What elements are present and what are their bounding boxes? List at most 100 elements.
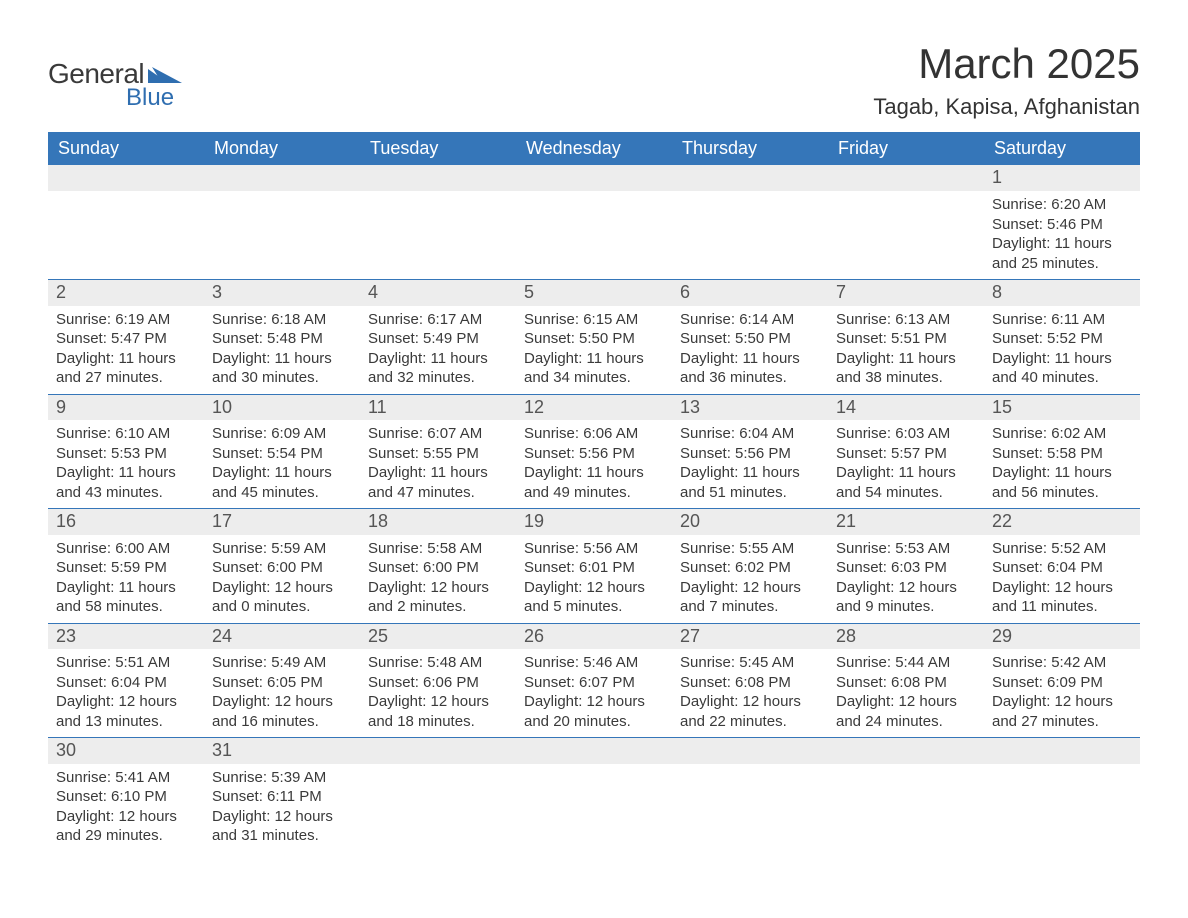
daylight-line-1: Daylight: 12 hours [368, 578, 508, 598]
daylight-line-1: Daylight: 11 hours [836, 463, 976, 483]
day-number-cell [204, 165, 360, 191]
day-number-cell: 11 [360, 394, 516, 420]
day-header: Monday [204, 132, 360, 165]
daylight-line-1: Daylight: 12 hours [836, 692, 976, 712]
day-number-cell [516, 165, 672, 191]
day-content-cell: Sunrise: 5:51 AMSunset: 6:04 PMDaylight:… [48, 649, 204, 738]
day-number-cell: 10 [204, 394, 360, 420]
day-number-cell: 3 [204, 280, 360, 306]
day-content-cell: Sunrise: 5:49 AMSunset: 6:05 PMDaylight:… [204, 649, 360, 738]
sunset-line: Sunset: 5:50 PM [524, 329, 664, 349]
daylight-line-1: Daylight: 11 hours [212, 349, 352, 369]
daylight-line-2: and 47 minutes. [368, 483, 508, 503]
sunset-line: Sunset: 6:08 PM [836, 673, 976, 693]
daylight-line-2: and 43 minutes. [56, 483, 196, 503]
day-content-cell: Sunrise: 6:10 AMSunset: 5:53 PMDaylight:… [48, 420, 204, 509]
day-number-cell: 27 [672, 623, 828, 649]
day-number-cell [828, 738, 984, 764]
day-number-row: 23242526272829 [48, 623, 1140, 649]
day-content-cell [516, 764, 672, 852]
day-number-cell: 18 [360, 509, 516, 535]
day-content-cell: Sunrise: 5:59 AMSunset: 6:00 PMDaylight:… [204, 535, 360, 624]
daylight-line-2: and 16 minutes. [212, 712, 352, 732]
day-number-cell: 23 [48, 623, 204, 649]
sunset-line: Sunset: 5:59 PM [56, 558, 196, 578]
sunrise-line: Sunrise: 6:14 AM [680, 310, 820, 330]
sunset-line: Sunset: 5:53 PM [56, 444, 196, 464]
day-number-cell [48, 165, 204, 191]
day-header: Thursday [672, 132, 828, 165]
sunset-line: Sunset: 5:48 PM [212, 329, 352, 349]
sunset-line: Sunset: 6:00 PM [368, 558, 508, 578]
day-number-cell: 31 [204, 738, 360, 764]
daylight-line-1: Daylight: 12 hours [368, 692, 508, 712]
day-content-cell [360, 764, 516, 852]
day-number-cell: 7 [828, 280, 984, 306]
sunset-line: Sunset: 5:55 PM [368, 444, 508, 464]
sunrise-line: Sunrise: 6:20 AM [992, 195, 1132, 215]
day-content-cell: Sunrise: 6:02 AMSunset: 5:58 PMDaylight:… [984, 420, 1140, 509]
daylight-line-2: and 58 minutes. [56, 597, 196, 617]
day-header: Tuesday [360, 132, 516, 165]
day-number-row: 2345678 [48, 280, 1140, 306]
title-block: March 2025 Tagab, Kapisa, Afghanistan [873, 40, 1140, 120]
daylight-line-2: and 20 minutes. [524, 712, 664, 732]
sunset-line: Sunset: 5:51 PM [836, 329, 976, 349]
sunset-line: Sunset: 6:08 PM [680, 673, 820, 693]
sunrise-line: Sunrise: 5:56 AM [524, 539, 664, 559]
daylight-line-1: Daylight: 12 hours [680, 578, 820, 598]
day-content-cell: Sunrise: 5:39 AMSunset: 6:11 PMDaylight:… [204, 764, 360, 852]
daylight-line-2: and 9 minutes. [836, 597, 976, 617]
daylight-line-2: and 29 minutes. [56, 826, 196, 846]
sunrise-line: Sunrise: 6:09 AM [212, 424, 352, 444]
daylight-line-1: Daylight: 12 hours [212, 807, 352, 827]
sunrise-line: Sunrise: 5:44 AM [836, 653, 976, 673]
day-content-cell: Sunrise: 6:04 AMSunset: 5:56 PMDaylight:… [672, 420, 828, 509]
sunrise-line: Sunrise: 6:18 AM [212, 310, 352, 330]
daylight-line-1: Daylight: 11 hours [56, 578, 196, 598]
daylight-line-2: and 49 minutes. [524, 483, 664, 503]
daylight-line-2: and 13 minutes. [56, 712, 196, 732]
sunset-line: Sunset: 6:03 PM [836, 558, 976, 578]
day-number-cell: 1 [984, 165, 1140, 191]
day-content-cell [828, 191, 984, 280]
day-content-cell: Sunrise: 6:14 AMSunset: 5:50 PMDaylight:… [672, 306, 828, 395]
sunset-line: Sunset: 5:46 PM [992, 215, 1132, 235]
day-content-row: Sunrise: 6:19 AMSunset: 5:47 PMDaylight:… [48, 306, 1140, 395]
daylight-line-1: Daylight: 11 hours [992, 349, 1132, 369]
sunrise-line: Sunrise: 5:59 AM [212, 539, 352, 559]
day-content-row: Sunrise: 5:41 AMSunset: 6:10 PMDaylight:… [48, 764, 1140, 852]
sunrise-line: Sunrise: 5:53 AM [836, 539, 976, 559]
day-number-cell: 25 [360, 623, 516, 649]
daylight-line-2: and 27 minutes. [992, 712, 1132, 732]
daylight-line-1: Daylight: 12 hours [992, 692, 1132, 712]
daylight-line-2: and 27 minutes. [56, 368, 196, 388]
day-number-cell: 14 [828, 394, 984, 420]
brand-logo: General Blue [48, 58, 182, 112]
sunrise-line: Sunrise: 6:10 AM [56, 424, 196, 444]
sunrise-line: Sunrise: 6:03 AM [836, 424, 976, 444]
daylight-line-2: and 54 minutes. [836, 483, 976, 503]
daylight-line-2: and 30 minutes. [212, 368, 352, 388]
day-number-cell [984, 738, 1140, 764]
sunrise-line: Sunrise: 5:42 AM [992, 653, 1132, 673]
daylight-line-1: Daylight: 12 hours [836, 578, 976, 598]
day-header: Wednesday [516, 132, 672, 165]
sunset-line: Sunset: 6:09 PM [992, 673, 1132, 693]
sunset-line: Sunset: 5:56 PM [524, 444, 664, 464]
daylight-line-1: Daylight: 12 hours [56, 807, 196, 827]
calendar-table: SundayMondayTuesdayWednesdayThursdayFrid… [48, 132, 1140, 852]
sunset-line: Sunset: 5:56 PM [680, 444, 820, 464]
day-number-row: 1 [48, 165, 1140, 191]
day-number-cell: 16 [48, 509, 204, 535]
day-number-cell: 24 [204, 623, 360, 649]
sunset-line: Sunset: 6:06 PM [368, 673, 508, 693]
sunset-line: Sunset: 5:58 PM [992, 444, 1132, 464]
daylight-line-2: and 32 minutes. [368, 368, 508, 388]
daylight-line-2: and 0 minutes. [212, 597, 352, 617]
sunrise-line: Sunrise: 5:48 AM [368, 653, 508, 673]
day-content-cell [672, 191, 828, 280]
daylight-line-2: and 24 minutes. [836, 712, 976, 732]
day-content-cell: Sunrise: 6:03 AMSunset: 5:57 PMDaylight:… [828, 420, 984, 509]
day-number-cell: 20 [672, 509, 828, 535]
